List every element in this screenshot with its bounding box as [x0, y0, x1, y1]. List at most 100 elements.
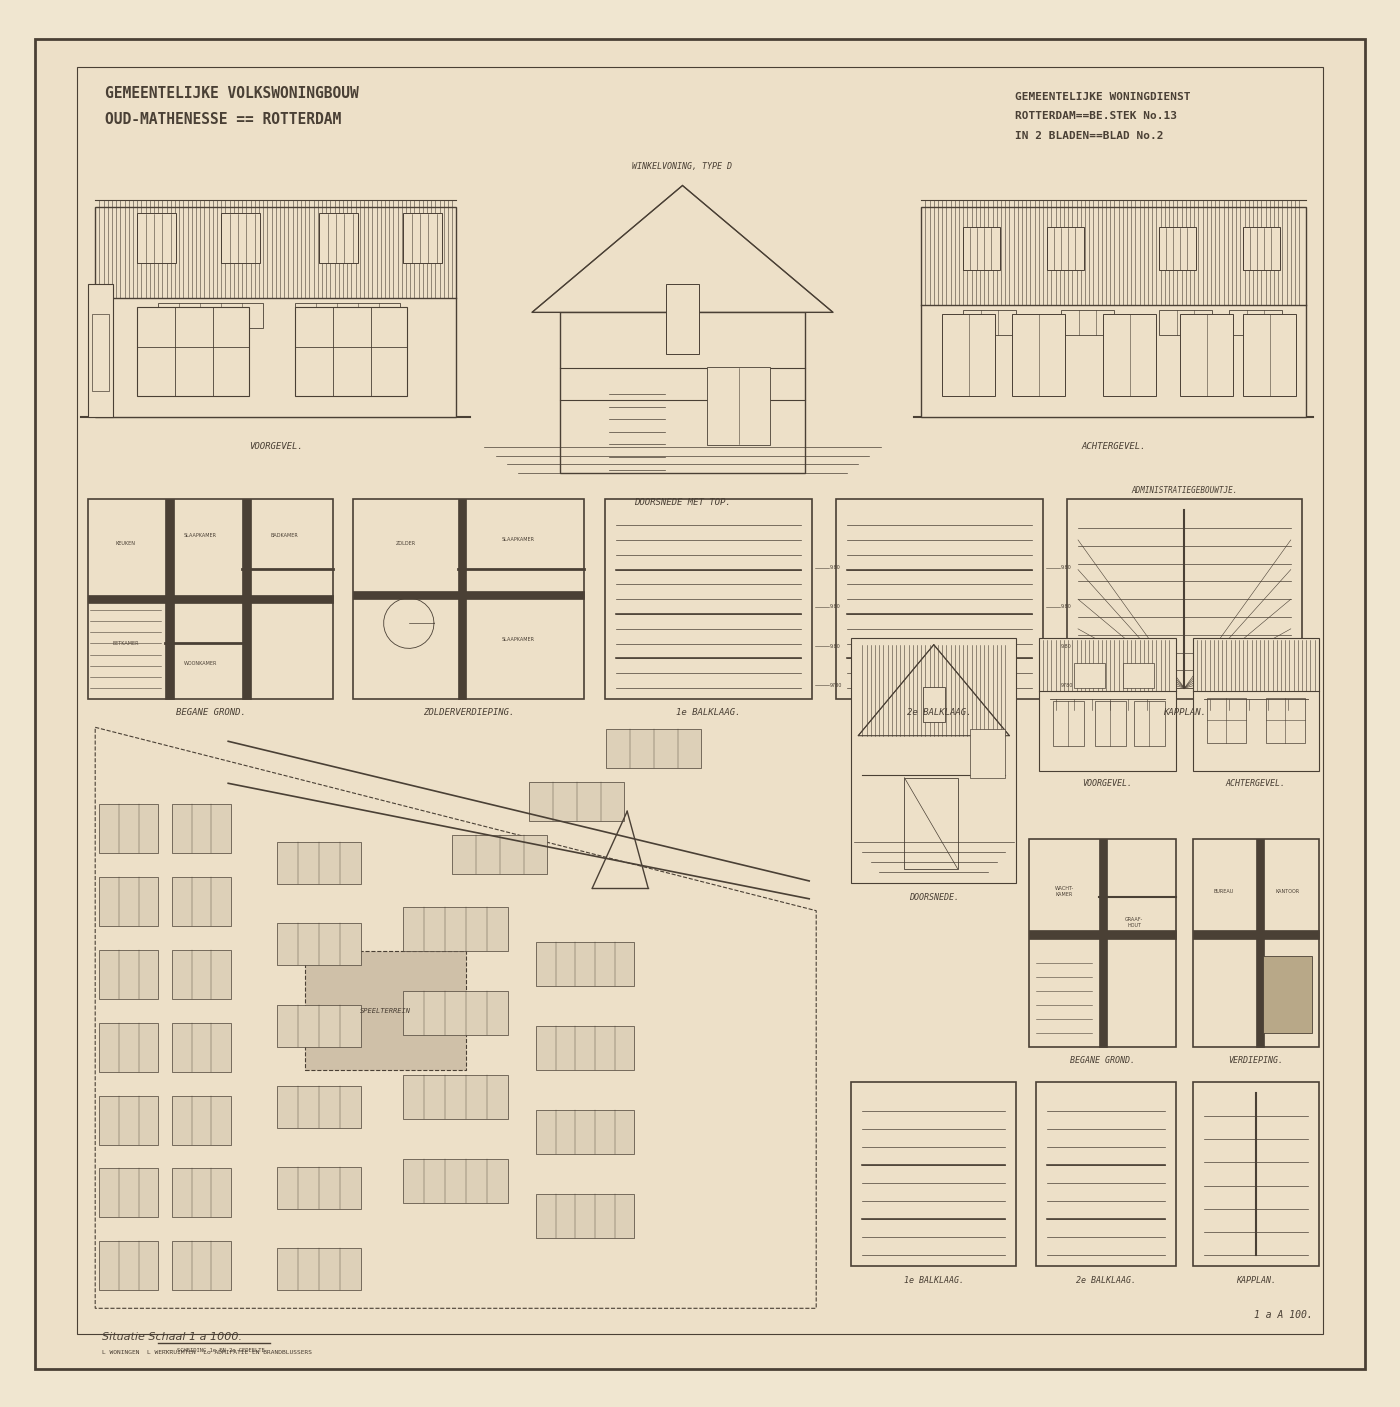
Bar: [221, 214, 260, 263]
Bar: [1263, 955, 1312, 1033]
Bar: [172, 1096, 231, 1144]
Bar: [137, 214, 176, 263]
Text: --- SCHEIDING 1e EN 2e GEDEELTE: --- SCHEIDING 1e EN 2e GEDEELTE: [164, 1348, 265, 1352]
Bar: [403, 214, 442, 263]
Bar: [606, 729, 701, 768]
Bar: [172, 1168, 231, 1217]
Text: VOORGEVEL.: VOORGEVEL.: [249, 442, 302, 450]
Text: BUREAU: BUREAU: [1214, 889, 1233, 893]
Bar: [277, 843, 361, 884]
Bar: [242, 499, 251, 699]
Bar: [1193, 930, 1319, 938]
Bar: [1256, 840, 1264, 1047]
Bar: [458, 499, 466, 699]
Bar: [1029, 840, 1176, 1047]
Text: DOORSNEDE.: DOORSNEDE.: [909, 892, 959, 902]
Text: L WONINGEN  L WERKRUIMTEN  Lo ADMIFATIE EN BRANDBLUSSERS: L WONINGEN L WERKRUIMTEN Lo ADMIFATIE EN…: [102, 1351, 312, 1355]
Text: SLAAPKAMER: SLAAPKAMER: [501, 637, 535, 642]
Bar: [137, 307, 249, 395]
Bar: [277, 1005, 361, 1047]
Bar: [851, 637, 1016, 882]
Bar: [319, 214, 358, 263]
Bar: [970, 729, 1005, 778]
Bar: [1099, 840, 1107, 1047]
Text: 9.80: 9.80: [830, 643, 841, 649]
Bar: [1053, 701, 1084, 746]
Bar: [99, 1023, 158, 1072]
Text: KAPPLAN.: KAPPLAN.: [1163, 708, 1205, 716]
Text: GEMEENTELIJKE WONINGDIENST: GEMEENTELIJKE WONINGDIENST: [1015, 91, 1190, 101]
Text: SPEELTERREIN: SPEELTERREIN: [360, 1007, 412, 1014]
Text: WINKELVONING, TYPE D: WINKELVONING, TYPE D: [633, 162, 732, 172]
Bar: [1039, 637, 1176, 771]
Bar: [851, 1082, 1016, 1266]
Bar: [158, 303, 263, 328]
Bar: [305, 951, 466, 1071]
Text: KAPPLAN.: KAPPLAN.: [1236, 1276, 1275, 1285]
Text: IN 2 BLADEN==BLAD No.2: IN 2 BLADEN==BLAD No.2: [1015, 131, 1163, 141]
Bar: [452, 836, 547, 874]
Text: WOONKAMER: WOONKAMER: [183, 661, 217, 666]
Bar: [1193, 1082, 1319, 1266]
Bar: [921, 207, 1306, 416]
Bar: [1123, 663, 1154, 688]
Bar: [1159, 310, 1212, 335]
Bar: [277, 923, 361, 965]
Bar: [963, 228, 1000, 270]
Bar: [666, 284, 699, 355]
Text: ADMINISTRATIEGEBOUWTJE.: ADMINISTRATIEGEBOUWTJE.: [1131, 485, 1238, 495]
Text: ROTTERDAM==BE.STEK No.13: ROTTERDAM==BE.STEK No.13: [1015, 111, 1177, 121]
Bar: [95, 207, 456, 416]
Text: DOORSNEDE MET TOP.: DOORSNEDE MET TOP.: [634, 498, 731, 507]
Polygon shape: [858, 644, 1009, 736]
Bar: [963, 310, 1016, 335]
Bar: [88, 499, 333, 699]
Text: 9.80: 9.80: [830, 605, 841, 609]
Bar: [403, 1158, 508, 1203]
Text: 1 a A 100.: 1 a A 100.: [1254, 1310, 1313, 1320]
Bar: [403, 1075, 508, 1120]
Text: 2e BALKLAAG.: 2e BALKLAAG.: [1077, 1276, 1135, 1285]
Bar: [1193, 637, 1319, 771]
Bar: [536, 1193, 634, 1238]
Text: Situatie Schaal 1 a 1000.: Situatie Schaal 1 a 1000.: [102, 1332, 242, 1342]
Text: BEGANE GROND.: BEGANE GROND.: [1070, 1057, 1135, 1065]
Polygon shape: [532, 186, 833, 312]
Bar: [172, 805, 231, 853]
Bar: [1134, 701, 1165, 746]
Bar: [1095, 701, 1126, 746]
Bar: [295, 303, 400, 328]
Bar: [172, 1241, 231, 1290]
Bar: [165, 499, 174, 699]
Bar: [403, 906, 508, 951]
Bar: [1029, 930, 1176, 938]
Bar: [99, 1096, 158, 1144]
Bar: [707, 367, 770, 445]
Bar: [172, 1023, 231, 1072]
Bar: [1243, 314, 1296, 395]
Text: 2e BALKLAAG.: 2e BALKLAAG.: [907, 708, 972, 716]
Bar: [836, 499, 1043, 699]
Text: 1e BALKLAAG.: 1e BALKLAAG.: [676, 708, 741, 716]
Text: 9.80: 9.80: [1061, 643, 1072, 649]
Bar: [99, 1241, 158, 1290]
Bar: [277, 1086, 361, 1127]
Text: OUD-MATHENESSE == ROTTERDAM: OUD-MATHENESSE == ROTTERDAM: [105, 111, 342, 127]
Text: VOORGEVEL.: VOORGEVEL.: [1082, 779, 1133, 788]
Bar: [1067, 499, 1302, 699]
Bar: [88, 595, 333, 604]
Text: 9.80: 9.80: [1061, 605, 1072, 609]
Text: GRAAF-
HOUT: GRAAF- HOUT: [1124, 917, 1144, 927]
Bar: [295, 307, 407, 395]
Bar: [1180, 314, 1233, 395]
Bar: [99, 877, 158, 926]
Text: VERDIEPING.: VERDIEPING.: [1228, 1057, 1284, 1065]
Bar: [536, 1026, 634, 1071]
Text: WACHT-
KAMER: WACHT- KAMER: [1054, 885, 1074, 896]
Text: 9780: 9780: [1061, 682, 1074, 688]
Bar: [1266, 698, 1305, 743]
Bar: [904, 778, 958, 868]
Text: SLAAPKAMER: SLAAPKAMER: [183, 533, 217, 537]
Bar: [403, 991, 508, 1036]
Bar: [77, 66, 1323, 1334]
